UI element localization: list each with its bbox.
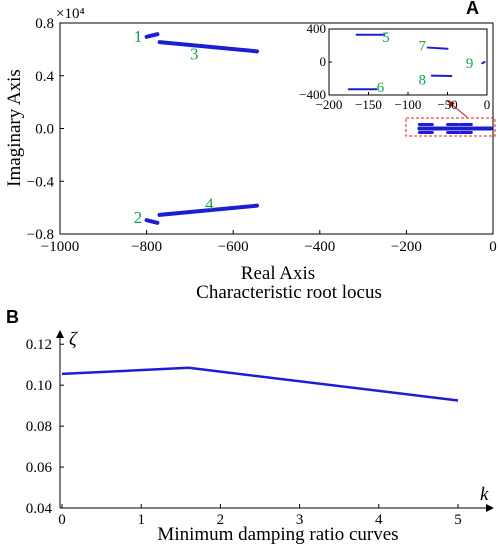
damping-ratio-line <box>61 366 459 402</box>
x-axis-arrow-b <box>486 504 494 512</box>
inset-x-tick-label: −150 <box>355 97 382 112</box>
y-tick-label-b: 0.04 <box>26 501 53 517</box>
y-axis-ticks-a: 0.8 0.4 0.0 −0.4 −0.8 <box>27 16 64 243</box>
inset-y-ticks: 400 0 −400 <box>299 21 332 102</box>
panel-letter-a: A <box>466 0 479 18</box>
y-axis-title-b: ζ <box>69 329 78 350</box>
inset-mode-labels: 5 7 8 6 9 <box>377 30 474 96</box>
y-tick-label-a: 0.4 <box>35 69 54 85</box>
x-tick-label-b: 3 <box>296 512 304 528</box>
mode-label-2: 2 <box>134 208 143 227</box>
x-tick-label-b: 2 <box>217 512 225 528</box>
x-tick-label-b: 5 <box>454 512 462 528</box>
root-locus-series <box>144 32 493 225</box>
zoom-arrow <box>449 102 468 118</box>
caption-b: Minimum damping ratio curves <box>157 524 398 545</box>
inset-x-tick-label: −50 <box>437 97 457 112</box>
panel-a: A ×10⁴ −1000 −800 −600 −400 −200 0 0.80.40.0−… <box>4 0 497 303</box>
mode-label-1: 1 <box>134 27 143 46</box>
damping-series <box>61 366 459 402</box>
locus-branch-4 <box>157 203 260 217</box>
y-exponent-label: ×10⁴ <box>56 6 85 22</box>
y-tick-label-b: 0.08 <box>26 419 52 435</box>
inset-y-tick-label: 400 <box>307 21 327 36</box>
inset-x-tick-label: −200 <box>316 97 343 112</box>
inset-branch-7 <box>426 46 449 50</box>
locus-branch-3 <box>157 40 260 54</box>
inset-x-tick-label: −100 <box>395 97 422 112</box>
x-tick-label-a: −200 <box>391 239 422 255</box>
x-tick-label-b: 1 <box>137 512 145 528</box>
inset-mode-label-9: 9 <box>466 56 474 72</box>
y-tick-label-b: 0.10 <box>26 378 52 394</box>
locus-branch-1 <box>144 32 160 39</box>
y-axis-ticks-b: 0.04 0.06 0.08 0.10 0.12 <box>26 337 64 517</box>
inset-x-ticks: −200 −150 −100 −50 0 <box>316 92 491 112</box>
x-axis-ticks-b: 0 1 2 3 4 5 <box>58 504 462 528</box>
panel-b: B k ζ Minimum damping ratio curves 0 1 2 3 4… <box>6 307 494 545</box>
y-axis-title-a: Imaginary Axis <box>4 69 25 187</box>
inset-y-tick-label: −400 <box>299 87 326 102</box>
x-tick-label-a: −400 <box>304 239 335 255</box>
x-tick-label-a: −800 <box>131 239 162 255</box>
y-tick-label-a: 0.8 <box>35 16 54 32</box>
inset-series <box>347 33 486 91</box>
inset-mode-label-6: 6 <box>377 80 385 96</box>
x-tick-label-a: −1000 <box>41 239 79 255</box>
x-axis-title-b: k <box>480 484 489 505</box>
x-tick-label-b: 4 <box>375 512 383 528</box>
y-tick-label-b: 0.06 <box>26 460 53 476</box>
mode-label-4: 4 <box>205 195 214 214</box>
mode-labels: 1 3 2 4 <box>134 27 214 227</box>
inset-mode-label-7: 7 <box>418 39 426 55</box>
locus-branch-2 <box>144 218 160 225</box>
inset-frame <box>328 28 488 96</box>
zoom-arrow-head <box>447 100 455 107</box>
caption-a: Characteristic root locus <box>196 282 382 303</box>
inset-branch-9 <box>481 61 486 65</box>
y-tick-label-a: −0.4 <box>27 174 55 190</box>
mode-label-3: 3 <box>190 44 199 63</box>
x-axis-ticks-a: −1000 −800 −600 −400 −200 0 <box>41 230 497 255</box>
zoom-highlight-box <box>405 117 496 137</box>
x-tick-label-a: 0 <box>489 239 497 255</box>
y-tick-label-b: 0.12 <box>26 337 52 353</box>
y-tick-label-a: 0.0 <box>35 122 54 138</box>
y-axis-arrow-b <box>56 330 64 338</box>
panel-letter-b: B <box>6 307 19 327</box>
inset-y-tick-label: 0 <box>320 54 327 69</box>
inset-mode-label-8: 8 <box>418 72 426 88</box>
inset-plot: −200 −150 −100 −50 0 400 0 −400 5 7 8 6 9 <box>299 21 490 112</box>
x-tick-label-b: 0 <box>58 512 66 528</box>
inset-mode-label-5: 5 <box>382 30 390 46</box>
y-tick-label-a: −0.8 <box>27 227 54 243</box>
x-axis-title-a: Real Axis <box>241 263 315 284</box>
inset-x-tick-label: 0 <box>484 97 491 112</box>
x-tick-label-a: −600 <box>218 239 249 255</box>
